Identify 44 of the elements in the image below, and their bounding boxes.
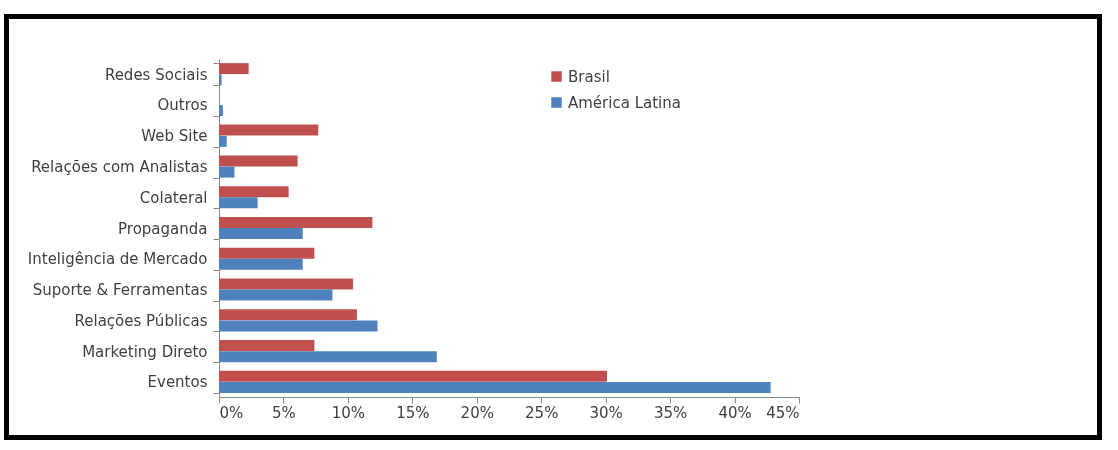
bar	[219, 351, 437, 363]
legend-label: Brasil	[568, 67, 610, 86]
x-tick-label: 20%	[460, 403, 494, 422]
bar	[219, 63, 249, 75]
bar	[219, 370, 607, 382]
bar	[219, 247, 315, 259]
y-tick-label: Web Site	[141, 127, 208, 146]
bar	[219, 105, 223, 117]
x-tick-label: 40%	[718, 403, 752, 422]
x-tick-label: 0%	[219, 403, 244, 422]
bar	[219, 320, 378, 332]
x-tick-label: 25%	[525, 403, 559, 422]
y-tick-label: Inteligência de Mercado	[27, 250, 208, 269]
x-tick-label: 45%	[766, 403, 800, 422]
bar	[219, 278, 354, 290]
y-tick-label: Relações Públicas	[74, 311, 208, 330]
y-tick-label: Outros	[157, 96, 208, 115]
bar	[219, 155, 298, 167]
bar	[219, 166, 235, 178]
bar	[219, 74, 222, 86]
y-tick-label: Relações com Analistas	[31, 157, 208, 176]
bar	[219, 197, 258, 209]
bar	[219, 339, 315, 351]
bar	[219, 289, 333, 301]
legend-label: América Latina	[568, 93, 681, 112]
y-tick-label: Eventos	[147, 373, 208, 392]
x-tick-label: 30%	[589, 403, 623, 422]
bar	[219, 186, 289, 198]
x-tick-label: 5%	[272, 403, 296, 422]
bar	[219, 135, 227, 147]
bar	[219, 228, 303, 240]
x-tick-label: 10%	[331, 403, 366, 422]
bar	[219, 381, 771, 393]
bar	[219, 124, 319, 136]
y-tick-label: Suporte & Ferramentas	[32, 281, 208, 300]
bar	[219, 309, 357, 321]
y-tick-label: Marketing Direto	[82, 342, 208, 361]
x-tick-label: 15%	[396, 403, 430, 422]
y-tick-label: Propaganda	[118, 219, 208, 238]
bar	[219, 258, 303, 270]
y-tick-label: Redes Sociais	[104, 65, 208, 84]
bar	[219, 216, 373, 228]
y-tick-label: Colateral	[139, 188, 208, 207]
x-tick-label: 35%	[653, 403, 688, 422]
